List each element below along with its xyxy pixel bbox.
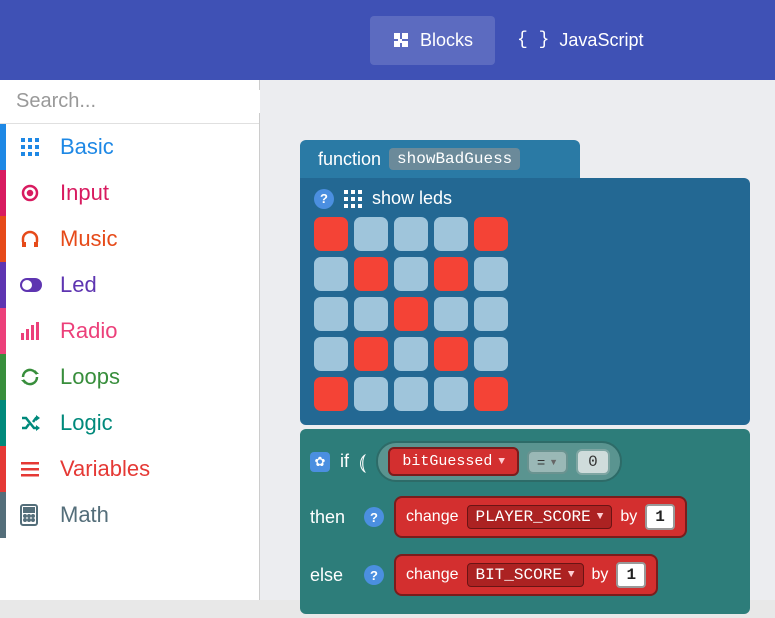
led-cell[interactable] bbox=[394, 257, 428, 291]
tab-blocks-label: Blocks bbox=[420, 30, 473, 51]
category-label: Led bbox=[60, 272, 97, 298]
led-cell[interactable] bbox=[434, 217, 468, 251]
led-cell[interactable] bbox=[474, 337, 508, 371]
refresh-icon bbox=[20, 367, 46, 387]
led-cell[interactable] bbox=[394, 297, 428, 331]
condition-slot[interactable]: bitGuessed ▼ = ▼ 0 bbox=[376, 441, 621, 482]
led-cell[interactable] bbox=[434, 257, 468, 291]
show-leds-label: show leds bbox=[372, 188, 452, 209]
tab-blocks[interactable]: Blocks bbox=[370, 16, 495, 65]
change-variable-block[interactable]: change PLAYER_SCORE ▼ by 1 bbox=[394, 496, 687, 538]
top-toolbar: Blocks { } JavaScript bbox=[0, 0, 775, 80]
category-label: Variables bbox=[60, 456, 150, 482]
function-name[interactable]: showBadGuess bbox=[389, 148, 520, 170]
workspace[interactable]: function showBadGuess ? show leds ✿ if ⦅ bbox=[260, 80, 775, 600]
led-cell[interactable] bbox=[354, 337, 388, 371]
category-loops[interactable]: Loops bbox=[0, 354, 259, 400]
function-block[interactable]: function showBadGuess ? show leds ✿ if ⦅ bbox=[300, 140, 750, 614]
number-input[interactable]: 1 bbox=[645, 504, 675, 530]
category-variables[interactable]: Variables bbox=[0, 446, 259, 492]
category-logic[interactable]: Logic bbox=[0, 400, 259, 446]
function-keyword: function bbox=[318, 149, 381, 170]
category-led[interactable]: Led bbox=[0, 262, 259, 308]
show-leds-block[interactable]: ? show leds bbox=[300, 178, 750, 425]
category-label: Radio bbox=[60, 318, 117, 344]
led-cell[interactable] bbox=[474, 297, 508, 331]
calc-icon bbox=[20, 504, 46, 526]
number-input[interactable]: 1 bbox=[616, 562, 646, 588]
category-label: Basic bbox=[60, 134, 114, 160]
bars-icon bbox=[20, 321, 46, 341]
led-cell[interactable] bbox=[474, 377, 508, 411]
category-label: Input bbox=[60, 180, 109, 206]
led-cell[interactable] bbox=[474, 257, 508, 291]
change-variable-block[interactable]: change BIT_SCORE ▼ by 1 bbox=[394, 554, 658, 596]
sidebar: Basic Input Music Led Radio Loops Logic Variabl… bbox=[0, 80, 260, 600]
value-input[interactable]: 0 bbox=[576, 449, 610, 475]
shuffle-icon bbox=[20, 413, 46, 433]
search-row bbox=[0, 80, 259, 124]
operator-dropdown[interactable]: = ▼ bbox=[527, 450, 568, 474]
category-label: Music bbox=[60, 226, 117, 252]
help-icon[interactable]: ? bbox=[314, 189, 334, 209]
led-cell[interactable] bbox=[314, 217, 348, 251]
led-cell[interactable] bbox=[314, 257, 348, 291]
led-cell[interactable] bbox=[314, 337, 348, 371]
led-cell[interactable] bbox=[314, 297, 348, 331]
then-keyword: then bbox=[310, 507, 354, 528]
category-label: Math bbox=[60, 502, 109, 528]
gear-icon[interactable]: ✿ bbox=[310, 452, 330, 472]
variable-dropdown[interactable]: BIT_SCORE ▼ bbox=[467, 563, 584, 587]
led-grid[interactable] bbox=[314, 217, 736, 411]
led-cell[interactable] bbox=[434, 377, 468, 411]
variable-dropdown[interactable]: PLAYER_SCORE ▼ bbox=[467, 505, 613, 529]
help-icon[interactable]: ? bbox=[364, 565, 384, 585]
led-cell[interactable] bbox=[354, 377, 388, 411]
search-input[interactable] bbox=[16, 90, 281, 113]
target-icon bbox=[20, 183, 46, 203]
category-label: Logic bbox=[60, 410, 113, 436]
if-keyword: if bbox=[340, 451, 349, 472]
category-math[interactable]: Math bbox=[0, 492, 259, 538]
lines-icon bbox=[20, 459, 46, 479]
braces-icon: { } bbox=[517, 30, 549, 50]
led-cell[interactable] bbox=[394, 377, 428, 411]
led-cell[interactable] bbox=[434, 297, 468, 331]
led-cell[interactable] bbox=[394, 217, 428, 251]
variable-pill[interactable]: bitGuessed ▼ bbox=[388, 447, 519, 476]
led-cell[interactable] bbox=[474, 217, 508, 251]
tab-javascript[interactable]: { } JavaScript bbox=[495, 16, 665, 65]
led-cell[interactable] bbox=[354, 217, 388, 251]
headphones-icon bbox=[20, 229, 46, 249]
toggle-icon bbox=[20, 278, 46, 292]
blocks-icon bbox=[392, 31, 410, 49]
grid-icon bbox=[20, 137, 46, 157]
help-icon[interactable]: ? bbox=[364, 507, 384, 527]
category-music[interactable]: Music bbox=[0, 216, 259, 262]
else-keyword: else bbox=[310, 565, 354, 586]
led-cell[interactable] bbox=[394, 337, 428, 371]
category-basic[interactable]: Basic bbox=[0, 124, 259, 170]
led-cell[interactable] bbox=[354, 257, 388, 291]
function-header[interactable]: function showBadGuess bbox=[300, 140, 580, 178]
category-label: Loops bbox=[60, 364, 120, 390]
dropdown-icon[interactable]: ▼ bbox=[498, 456, 505, 468]
grid-icon bbox=[344, 190, 362, 208]
if-block[interactable]: ✿ if ⦅ bitGuessed ▼ = ▼ 0 bbox=[300, 429, 750, 614]
led-cell[interactable] bbox=[434, 337, 468, 371]
category-radio[interactable]: Radio bbox=[0, 308, 259, 354]
dropdown-icon: ▼ bbox=[549, 457, 558, 467]
led-cell[interactable] bbox=[354, 297, 388, 331]
dropdown-icon[interactable]: ▼ bbox=[568, 569, 575, 581]
dropdown-icon[interactable]: ▼ bbox=[597, 511, 604, 523]
led-cell[interactable] bbox=[314, 377, 348, 411]
tab-js-label: JavaScript bbox=[559, 30, 643, 51]
category-input[interactable]: Input bbox=[0, 170, 259, 216]
